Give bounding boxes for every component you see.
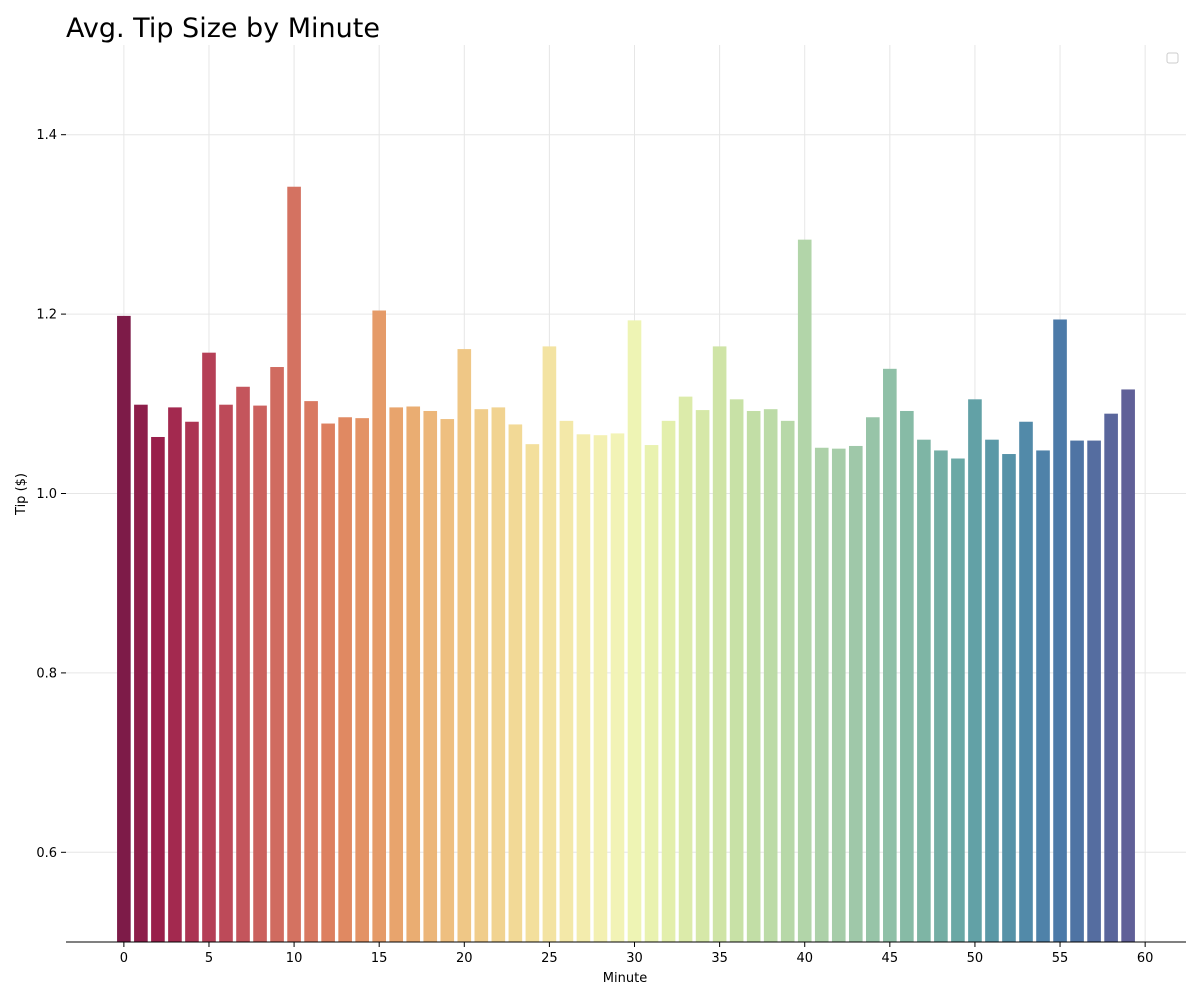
x-tick-label: 20: [456, 951, 473, 966]
x-tick-label: 0: [120, 951, 128, 966]
chart-title: Avg. Tip Size by Minute: [66, 13, 380, 44]
bar-minute-51: [985, 439, 999, 942]
bar-minute-26: [559, 420, 574, 942]
x-tick-label: 30: [626, 951, 643, 966]
y-tick-label: 1.0: [36, 487, 57, 502]
x-tick-label: 60: [1137, 951, 1154, 966]
bar-minute-27: [576, 434, 591, 942]
bar-minute-16: [389, 407, 404, 942]
bar-minute-39: [780, 420, 795, 942]
bar-minute-28: [593, 435, 608, 942]
bar-minute-12: [321, 423, 335, 942]
bar-minute-50: [968, 399, 982, 942]
x-tick-label: 50: [967, 951, 984, 966]
x-tick-label: 5: [205, 951, 213, 966]
bar-minute-48: [934, 450, 948, 942]
bar-minute-34: [695, 410, 710, 943]
bar-minute-4: [185, 421, 199, 942]
x-axis-label: Minute: [603, 971, 647, 986]
x-tick-label: 25: [541, 951, 558, 966]
bar-minute-49: [951, 458, 965, 942]
bar-minute-58: [1104, 413, 1118, 942]
bar-minute-20: [457, 349, 472, 942]
bar-minute-3: [168, 407, 182, 942]
bar-minute-36: [729, 399, 744, 942]
x-tick-label: 15: [371, 951, 388, 966]
bar-minute-7: [236, 386, 250, 943]
y-axis-ticks: 0.6 0.8 1.0 1.2 1.4: [36, 128, 66, 861]
x-tick-label: 10: [286, 951, 303, 966]
y-gridlines: [66, 134, 1186, 853]
x-tick-label: 55: [1052, 951, 1069, 966]
x-tick-label: 40: [796, 951, 813, 966]
y-tick-label: 1.4: [36, 128, 57, 143]
bar-minute-6: [219, 404, 233, 942]
bar-minute-11: [304, 401, 318, 942]
bars: [117, 186, 1135, 943]
bar-minute-21: [474, 409, 489, 942]
bar-minute-47: [917, 439, 931, 942]
bar-minute-55: [1053, 319, 1067, 942]
y-tick-label: 1.2: [36, 308, 57, 323]
bar-minute-52: [1002, 454, 1016, 942]
x-tick-label: 35: [711, 951, 728, 966]
bar-minute-44: [866, 417, 880, 942]
y-tick-label: 0.8: [36, 666, 57, 681]
bar-minute-8: [253, 405, 267, 942]
bar-minute-37: [746, 410, 761, 942]
y-tick-label: 0.6: [36, 846, 57, 861]
x-tick-label: 45: [882, 951, 899, 966]
bar-minute-32: [661, 420, 676, 942]
bar-minute-40: [797, 239, 812, 943]
bar-minute-5: [202, 352, 216, 942]
bar-minute-14: [355, 418, 369, 943]
bar-minute-2: [151, 436, 165, 942]
bar-minute-25: [542, 346, 557, 943]
x-axis-ticks: 0 5 10 15 20 25 30 35 40 45 50 55 60: [120, 942, 1154, 966]
bar-minute-30: [627, 320, 642, 942]
bar-minute-23: [508, 424, 523, 942]
bar-minute-24: [525, 444, 540, 942]
bar-minute-57: [1087, 440, 1101, 942]
y-axis-label: Tip ($): [14, 473, 29, 516]
bar-minute-10: [287, 186, 301, 942]
bar-minute-29: [610, 433, 625, 942]
bar-minute-15: [372, 310, 386, 943]
bar-minute-53: [1019, 421, 1033, 942]
bar-minute-13: [338, 417, 352, 942]
bar-minute-59: [1121, 389, 1135, 942]
bar-minute-43: [848, 445, 863, 942]
bar-minute-17: [406, 406, 421, 943]
bar-minute-41: [814, 447, 829, 942]
bar-minute-33: [678, 396, 693, 942]
bar-minute-35: [712, 346, 727, 943]
bar-minute-22: [491, 407, 506, 942]
bar-minute-45: [883, 368, 897, 942]
legend-box: [1166, 52, 1179, 64]
bar-minute-1: [134, 404, 148, 942]
bar-minute-31: [644, 445, 659, 942]
bar-minute-0: [117, 315, 131, 942]
bar-minute-19: [440, 419, 455, 942]
bar-minute-38: [763, 409, 778, 942]
bar-minute-54: [1036, 450, 1050, 942]
bar-minute-46: [900, 410, 914, 942]
bar-minute-18: [423, 410, 438, 942]
bar-minute-9: [270, 367, 284, 942]
bar-minute-42: [831, 448, 846, 942]
bar-minute-56: [1070, 440, 1084, 942]
